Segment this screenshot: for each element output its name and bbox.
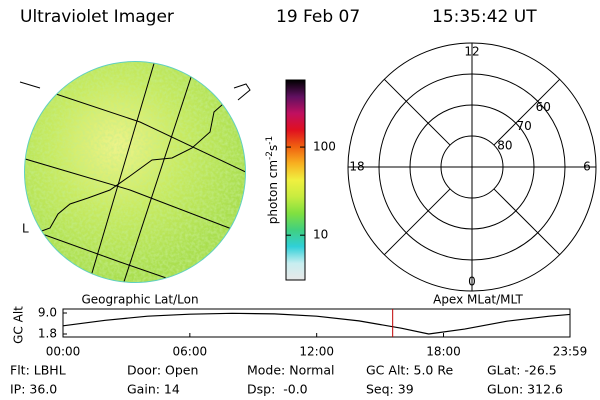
- y-tick-label: 1.8: [38, 327, 57, 341]
- status-field: Gain: 14: [127, 382, 180, 397]
- polar-ring-label: 70: [516, 119, 531, 133]
- colorbar-label: photon cm-2s-1: [265, 136, 280, 225]
- polar-ring-label: 60: [536, 100, 551, 114]
- polar-spoke: [383, 78, 451, 146]
- polar-spoke: [493, 188, 561, 256]
- mlt-label: 18: [349, 160, 364, 174]
- status-field: Mode: Normal: [247, 363, 334, 378]
- status-field: Dsp: -0.0: [247, 382, 308, 397]
- colorbar-label-part: -1: [265, 136, 275, 145]
- mlt-label: 12: [464, 45, 479, 59]
- mlt-label: 0: [468, 275, 476, 289]
- polar-spoke: [493, 78, 561, 146]
- altitude-line: [62, 312, 571, 335]
- x-tick-label: 06:00: [173, 345, 208, 359]
- status-field: GLat: -26.5: [487, 363, 557, 378]
- colorbar-label-part: -2: [265, 151, 275, 160]
- edge-mark: L: [22, 222, 29, 236]
- colorbar-label-part: photon cm: [266, 160, 280, 224]
- polar-spoke: [383, 188, 451, 256]
- footer: Flt: LBHL Door: Open Mode: Normal GC Alt: 5…: [10, 363, 563, 397]
- status-field: Seq: 39: [366, 382, 414, 397]
- uv-image: L: [19, 61, 251, 283]
- timeline-ylabel: GC Alt: [12, 306, 26, 344]
- x-tick-label: 00:00: [46, 345, 81, 359]
- polar-caption: Apex MLat/MLT: [433, 293, 523, 307]
- timeline: 9.0 1.8 00:00 06:00 12:00 18:00 23:59: [38, 306, 587, 359]
- colorbar-tick-label: 100: [313, 140, 336, 154]
- colorbar-tick-label: 10: [313, 228, 328, 242]
- colorbar-label-part: s: [266, 145, 280, 151]
- image-caption: Geographic Lat/Lon: [81, 293, 198, 307]
- title: Ultraviolet Imager: [20, 7, 174, 27]
- status-field: GLon: 312.6: [487, 382, 563, 397]
- colorbar: 10 100: [285, 79, 336, 281]
- status-field: GC Alt: 5.0 Re: [366, 363, 453, 378]
- status-field: Flt: LBHL: [10, 363, 66, 378]
- time: 15:35:42 UT: [432, 7, 537, 27]
- polar-ring-label: 80: [497, 138, 512, 152]
- status-field: Door: Open: [127, 363, 198, 378]
- date: 19 Feb 07: [276, 7, 360, 27]
- y-tick-label: 9.0: [38, 306, 57, 320]
- x-tick-label: 23:59: [553, 345, 588, 359]
- x-tick-label: 18:00: [426, 345, 461, 359]
- x-tick-label: 12:00: [299, 345, 334, 359]
- colorbar-fill: [285, 79, 306, 281]
- mlt-label: 6: [583, 160, 591, 174]
- status-field: IP: 36.0: [10, 382, 57, 397]
